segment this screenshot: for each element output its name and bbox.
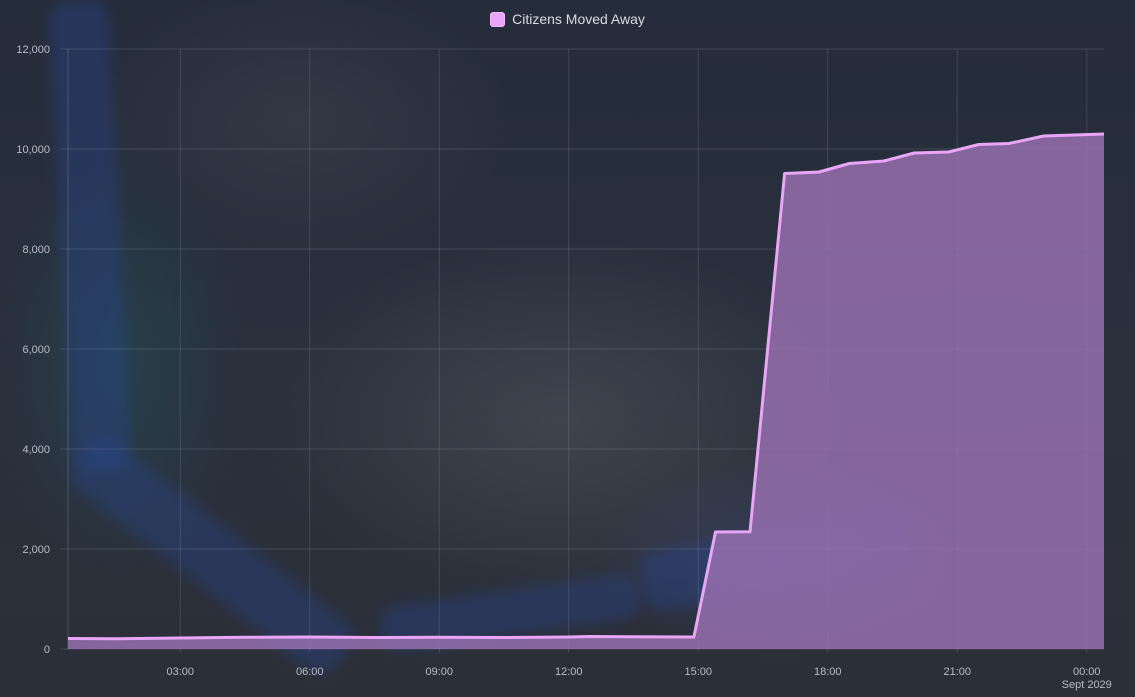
data-point[interactable] bbox=[65, 636, 71, 642]
x-tick-label: 03:00 bbox=[166, 666, 194, 678]
y-axis: 0 2,000 4,000 6,000 8,000 10,000 12,000 bbox=[16, 44, 50, 656]
x-tick-label: 21:00 bbox=[943, 666, 971, 678]
data-point[interactable] bbox=[566, 634, 572, 640]
series-area-fill-citizens-moved-away bbox=[68, 134, 1104, 649]
data-point[interactable] bbox=[112, 636, 118, 642]
data-point[interactable] bbox=[946, 149, 952, 155]
x-axis: 03:00 06:00 09:00 12:00 15:00 18:00 21:00 00:00… bbox=[166, 666, 1111, 691]
x-tick-label: 06:00 bbox=[296, 666, 324, 678]
data-point[interactable] bbox=[587, 634, 593, 640]
data-point[interactable] bbox=[691, 634, 697, 640]
y-tick-label: 4,000 bbox=[22, 444, 50, 456]
data-point[interactable] bbox=[782, 171, 788, 177]
x-tick-label: 15:00 bbox=[684, 666, 712, 678]
data-point[interactable] bbox=[436, 634, 442, 640]
data-point[interactable] bbox=[911, 150, 917, 156]
data-point[interactable] bbox=[307, 634, 313, 640]
data-point[interactable] bbox=[1041, 133, 1047, 139]
data-point[interactable] bbox=[976, 142, 982, 148]
series-line bbox=[65, 131, 1107, 642]
legend: Citizens Moved Away bbox=[0, 11, 1135, 27]
legend-label-citizens-moved-away[interactable]: Citizens Moved Away bbox=[512, 11, 645, 27]
data-point[interactable] bbox=[501, 635, 507, 641]
data-point[interactable] bbox=[177, 635, 183, 641]
data-point[interactable] bbox=[242, 634, 248, 640]
y-tick-label: 10,000 bbox=[16, 144, 50, 156]
x-tick-label: 18:00 bbox=[814, 666, 842, 678]
y-tick-label: 12,000 bbox=[16, 44, 50, 56]
series-area bbox=[68, 134, 1104, 649]
x-tick-label: 09:00 bbox=[425, 666, 453, 678]
data-point[interactable] bbox=[1101, 131, 1107, 137]
data-point[interactable] bbox=[713, 529, 719, 535]
y-tick-label: 6,000 bbox=[22, 344, 50, 356]
x-tick-label: 00:00 bbox=[1073, 666, 1101, 678]
data-point[interactable] bbox=[371, 635, 377, 641]
y-tick-label: 2,000 bbox=[22, 544, 50, 556]
legend-swatch-citizens-moved-away[interactable] bbox=[490, 11, 506, 27]
data-point[interactable] bbox=[846, 161, 852, 167]
data-point[interactable] bbox=[747, 529, 753, 535]
data-point[interactable] bbox=[881, 158, 887, 164]
series-line-citizens-moved-away bbox=[67, 132, 1105, 641]
data-point[interactable] bbox=[816, 169, 822, 175]
data-point[interactable] bbox=[630, 634, 636, 640]
y-tick-label: 8,000 bbox=[22, 244, 50, 256]
x-tick-label: 12:00 bbox=[555, 666, 583, 678]
data-point[interactable] bbox=[1006, 141, 1012, 147]
y-tick-label: 0 bbox=[44, 644, 50, 656]
x-tick-sublabel: Sept 2029 bbox=[1062, 679, 1112, 691]
